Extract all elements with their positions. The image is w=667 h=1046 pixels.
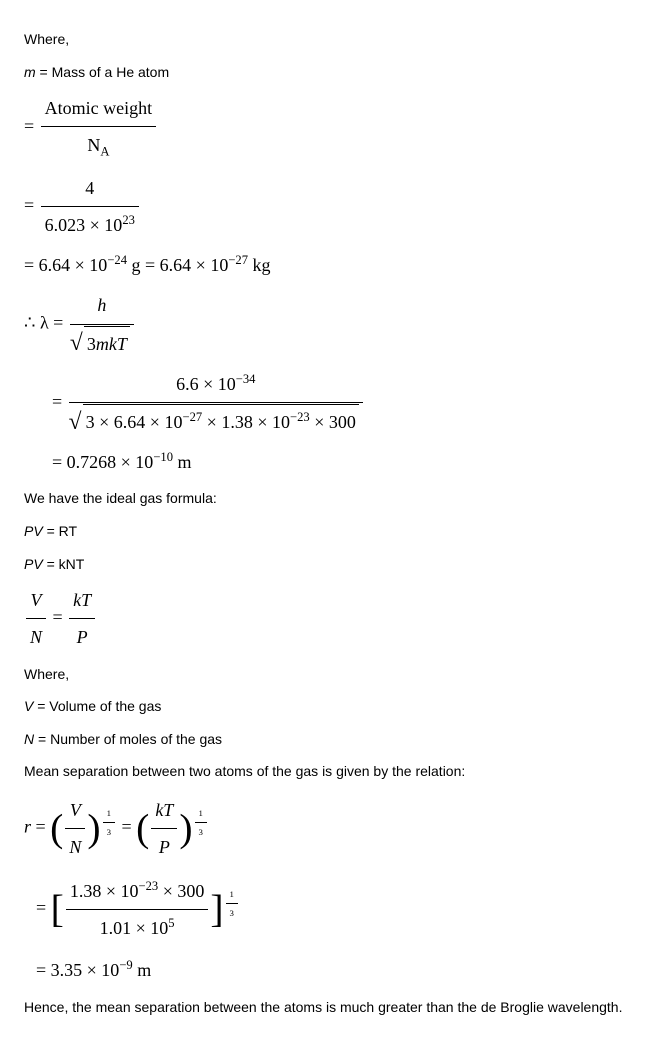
- text-conclusion: Hence, the mean separation between the a…: [24, 994, 643, 1021]
- frac-lambda-calc: 6.6 × 10−34 3 × 6.64 × 10−27 × 1.38 × 10…: [69, 367, 363, 439]
- eq-atomic-weight: = Atomic weight NA: [24, 91, 643, 165]
- text-where2: Where,: [24, 661, 643, 688]
- eq-pv-rt: PV = RT: [24, 518, 643, 545]
- sym-m: m: [24, 64, 36, 80]
- eq-vn-kt: V N = kT P: [24, 583, 643, 654]
- frac-kt: kT P: [69, 583, 95, 654]
- line-v-def: V = Volume of the gas: [24, 693, 643, 720]
- frac-lambda-den: 3mkT: [70, 325, 134, 361]
- frac-atomic: Atomic weight NA: [41, 91, 156, 165]
- frac-mass: 4 6.023 × 1023: [41, 171, 139, 242]
- frac-atomic-den: NA: [41, 127, 156, 165]
- text-ideal-gas: We have the ideal gas formula:: [24, 485, 643, 512]
- line-n-def: N = Number of moles of the gas: [24, 726, 643, 753]
- text-m-def: = Mass of a He atom: [36, 64, 169, 80]
- eq-lambda: ∴ λ = h 3mkT: [24, 288, 643, 360]
- eq-lambda-result: = 0.7268 × 10−10 m: [52, 445, 643, 479]
- frac-lambda-calc-num: 6.6 × 10−34: [69, 367, 363, 403]
- eq-r-result: = 3.35 × 10−9 m: [36, 953, 643, 987]
- text-mean-sep: Mean separation between two atoms of the…: [24, 758, 643, 785]
- eq-r: r = ( V N )13 = ( kT P )13: [24, 791, 643, 866]
- frac-mass-den: 6.023 × 1023: [41, 207, 139, 242]
- frac-lambda-calc-den: 3 × 6.64 × 10−27 × 1.38 × 10−23 × 300: [69, 403, 363, 439]
- line-m-def: m = Mass of a He atom: [24, 59, 643, 86]
- text-where: Where,: [24, 26, 643, 53]
- frac-vn: V N: [26, 583, 46, 654]
- frac-atomic-num: Atomic weight: [41, 91, 156, 127]
- frac-lambda-num: h: [70, 288, 134, 324]
- brack-vn: ( V N )13: [50, 791, 117, 866]
- frac-lambda: h 3mkT: [70, 288, 134, 360]
- eq-lambda-calc: = 6.6 × 10−34 3 × 6.64 × 10−27 × 1.38 × …: [52, 367, 643, 439]
- eq-mass-frac: = 4 6.023 × 1023: [24, 171, 643, 242]
- frac-mass-num: 4: [41, 171, 139, 207]
- eq-pv-knt: PV = kNT: [24, 551, 643, 578]
- eq-r-calc: = [ 1.38 × 10−23 × 300 1.01 × 105 ]13: [36, 872, 643, 947]
- eq-mass-result: = 6.64 × 10−24 g = 6.64 × 10−27 kg: [24, 248, 643, 282]
- brack-kt: ( kT P )13: [136, 791, 209, 866]
- brack-r-calc: [ 1.38 × 10−23 × 300 1.01 × 105 ]13: [51, 872, 240, 947]
